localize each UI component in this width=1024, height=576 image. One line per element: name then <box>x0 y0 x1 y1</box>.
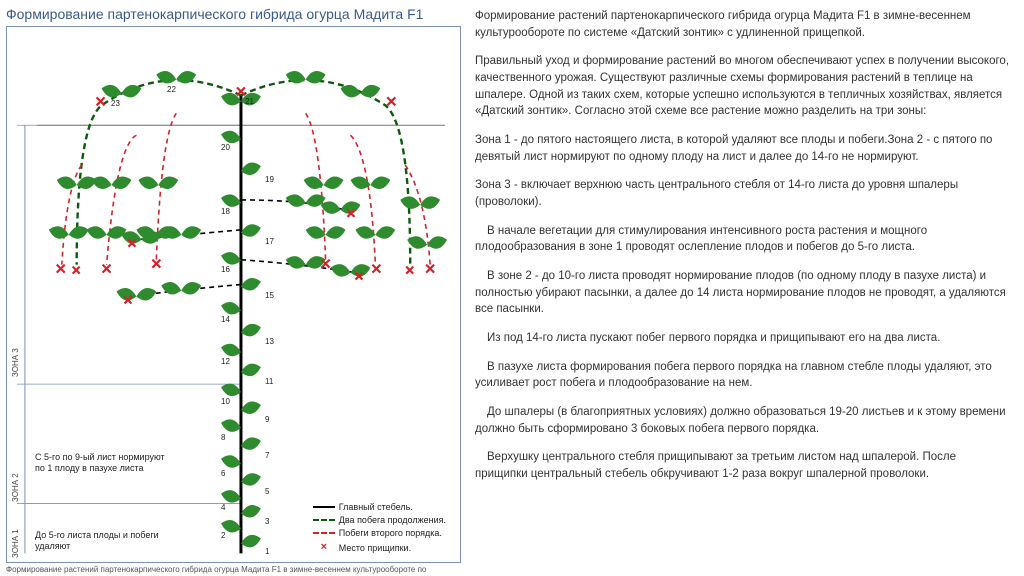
leafnum: 7 <box>265 451 269 460</box>
leafnum: 20 <box>221 143 230 152</box>
leafnum: 9 <box>265 415 269 424</box>
leafnum: 8 <box>221 433 225 442</box>
note-zone1: До 5-го листа плоды и побеги удаляют <box>35 530 165 552</box>
leafnum: 23 <box>111 99 120 108</box>
leafnum: 5 <box>265 487 269 496</box>
legend-pinch: Место прищипки. <box>339 542 411 554</box>
leafnum: 12 <box>221 357 230 366</box>
note-zone2: С 5-го по 9-ый лист нормируют по 1 плоду… <box>35 452 165 474</box>
left-column: Формирование партенокарпического гибрида… <box>0 0 465 576</box>
leafnum: 11 <box>265 377 273 386</box>
para: Правильный уход и формирование растений … <box>475 53 1010 120</box>
zone1-label: ЗОНА 1 <box>11 514 20 558</box>
legend-cont: Два побега продолжения. <box>339 514 446 526</box>
para: Из под 14-го листа пускают побег первого… <box>475 330 1010 347</box>
para: В начале вегетации для стимулирования ин… <box>475 223 1010 256</box>
plant-diagram: ЗОНА 1 ЗОНА 2 ЗОНА 3 До 5-го листа плоды… <box>6 26 461 563</box>
legend-second: Побеги второго порядка. <box>339 527 442 539</box>
leafnum: 6 <box>221 469 225 478</box>
leafnum: 3 <box>265 517 269 526</box>
para: Зона 1 - до пятого настоящего листа, в к… <box>475 132 1010 165</box>
leafnum: 15 <box>265 291 274 300</box>
leafnum: 21 <box>245 97 254 106</box>
leafnum: 4 <box>221 503 225 512</box>
diagram-caption: Формирование растений партенокарпическог… <box>6 565 461 574</box>
leafnum: 1 <box>265 547 269 556</box>
zone2-label: ЗОНА 2 <box>11 392 20 502</box>
leafnum: 22 <box>167 85 176 94</box>
article-text: Формирование растений партенокарпическог… <box>465 0 1024 576</box>
para: До шпалеры (в благоприятных условиях) до… <box>475 404 1010 437</box>
leafnum: 10 <box>221 397 230 406</box>
leafnum: 2 <box>221 531 225 540</box>
para: Зона 3 - включает верхнюю часть централь… <box>475 177 1010 210</box>
legend: Главный стебель. Два побега продолжения.… <box>313 501 446 556</box>
leafnum: 18 <box>221 207 230 216</box>
leafnum: 19 <box>265 175 274 184</box>
para: В пазухе листа формирования побега перво… <box>475 359 1010 392</box>
leafnum: 17 <box>265 237 274 246</box>
diagram-title: Формирование партенокарпического гибрида… <box>6 6 461 22</box>
leafnum: 13 <box>265 337 274 346</box>
legend-main: Главный стебель. <box>339 501 413 513</box>
para: В зоне 2 - до 10-го листа проводят норми… <box>475 268 1010 318</box>
para: Верхушку центрального стебля прищипывают… <box>475 449 1010 482</box>
leafnum: 14 <box>221 315 230 324</box>
plant-svg <box>7 27 460 562</box>
leafnum: 16 <box>221 265 230 274</box>
zone3-label: ЗОНА 3 <box>11 127 20 377</box>
para: Формирование растений партенокарпическог… <box>475 8 1010 41</box>
